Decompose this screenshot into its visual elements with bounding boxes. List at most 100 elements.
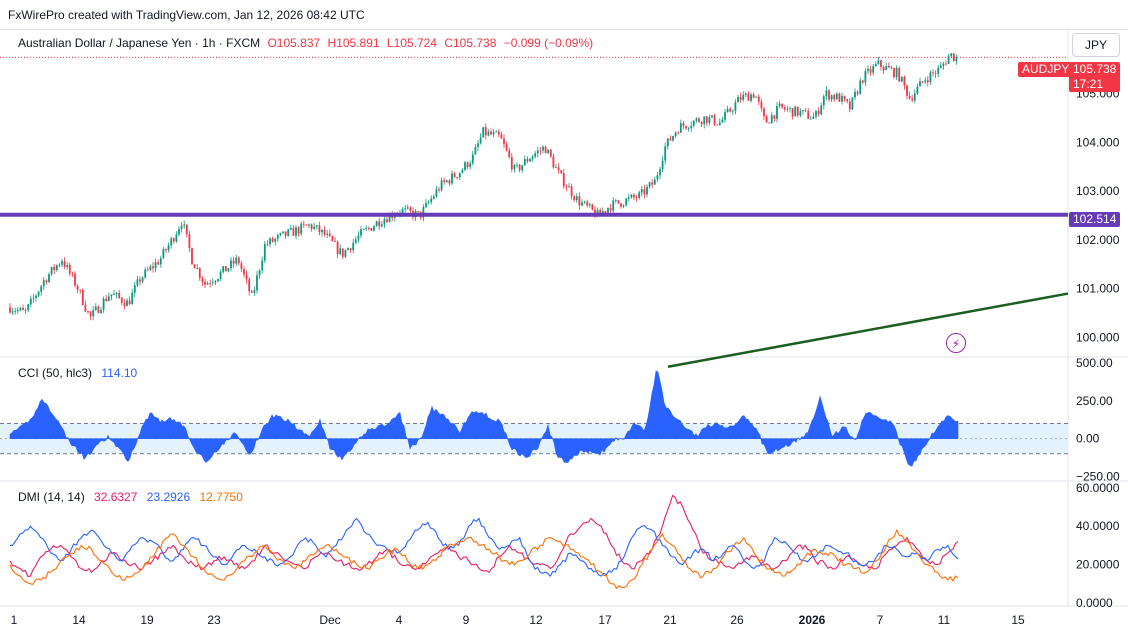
candle-body [61, 261, 63, 265]
candle-body [331, 236, 334, 242]
time-axis-tick: 15 [1011, 613, 1025, 627]
candle-body [635, 197, 638, 199]
candle-body [685, 126, 687, 129]
candle-body [178, 229, 180, 235]
candle-body [760, 101, 763, 109]
candle-body [789, 108, 791, 109]
candle-body [172, 238, 175, 242]
candle-body [227, 268, 230, 272]
grid: 1 14 19 23 Dec 4 9 12 17 21 26 2026 7 11 15 [0, 30, 1128, 627]
cci-value: 114.10 [101, 366, 138, 380]
time-axis-tick: 2026 [799, 613, 826, 627]
close-value: C105.738 [444, 36, 497, 50]
candle-body [955, 57, 958, 62]
candle-body [206, 283, 209, 285]
candle-body [908, 95, 911, 99]
candle-body [562, 173, 565, 187]
candle-body [698, 118, 700, 122]
adx-value: 12.7750 [199, 490, 243, 504]
top-divider [0, 29, 1128, 30]
candle-body [126, 300, 128, 307]
time-axis-tick: 12 [529, 613, 543, 627]
candle-body [113, 294, 115, 296]
candle-body [466, 162, 469, 168]
candle-body [872, 66, 875, 73]
candle-body [170, 238, 173, 246]
candle-body [510, 156, 513, 170]
candle-body [427, 202, 430, 203]
candle-body [812, 116, 815, 119]
candle-body [417, 210, 420, 212]
candle-body [521, 165, 524, 171]
candle-body [731, 110, 734, 112]
dmi-plus-line[interactable] [9, 494, 959, 577]
candle-body [118, 292, 121, 298]
candle-body [534, 153, 537, 157]
dmi-legend[interactable]: DMI (14, 14) 32.6327 23.2926 12.7750 [18, 490, 249, 504]
dmi-minus-line[interactable] [10, 517, 959, 578]
candle-body [53, 266, 56, 271]
time-axis-tick: 4 [396, 613, 403, 627]
candle-body [16, 309, 19, 312]
currency-button[interactable]: JPY [1072, 33, 1120, 57]
candle-body [895, 68, 898, 78]
trendline[interactable] [667, 292, 1069, 368]
candle-body [315, 225, 318, 227]
candle-body [107, 296, 110, 302]
candle-body [864, 71, 867, 83]
candle-body [373, 226, 375, 231]
candle-body [877, 60, 880, 65]
candle-body [591, 204, 594, 210]
candle-body [40, 286, 43, 292]
candle-body [500, 134, 503, 139]
adx-line[interactable] [9, 528, 959, 590]
candle-body [890, 67, 893, 69]
candle-body [274, 238, 277, 242]
dmi-minus-value: 23.2926 [146, 490, 191, 504]
candle-body [344, 250, 347, 257]
candle-body [581, 202, 583, 206]
candle-body [295, 227, 297, 236]
candle-body [245, 274, 248, 280]
cci-legend[interactable]: CCI (50, hlc3) 114.10 [18, 366, 143, 380]
candle-body [737, 96, 739, 103]
candle-body [900, 76, 903, 82]
dmi-pane[interactable]: 60.0000 40.0000 20.0000 0.0000 [9, 481, 1120, 610]
price-pane[interactable]: 105.000104.000103.000102.000101.000100.0… [0, 53, 1120, 368]
candle-body [830, 95, 833, 100]
time-axis-tick: 19 [140, 613, 154, 627]
candle-body [425, 202, 427, 208]
candle-body [279, 233, 282, 236]
lightning-icon[interactable]: ⚡ [946, 333, 966, 353]
dmi-plus-value: 32.6327 [94, 490, 138, 504]
candle-body [747, 93, 750, 101]
candle-body [859, 80, 862, 94]
time-axis-tick: 23 [207, 613, 221, 627]
candle-body [573, 196, 576, 201]
candle-body [825, 90, 828, 97]
candle-body [256, 275, 258, 291]
candle-body [58, 264, 61, 266]
candle-body [945, 63, 947, 65]
candle-body [802, 110, 804, 112]
candle-body [822, 96, 825, 106]
candle-body [289, 227, 292, 230]
candle-body [653, 179, 656, 185]
cci-pane[interactable]: 500.00 250.00 0.00 −250.00 [0, 356, 1120, 483]
candle-body [947, 56, 950, 64]
candle-body [292, 227, 295, 236]
candle-body [924, 80, 927, 82]
candle-body [347, 248, 349, 251]
candle-body [219, 271, 222, 279]
candle-body [404, 208, 407, 210]
time-axis-tick: 11 [938, 613, 951, 627]
candle-body [490, 131, 492, 135]
candle-body [648, 182, 651, 187]
symbol-legend[interactable]: Australian Dollar / Japanese Yen · 1h · … [18, 36, 597, 50]
candle-body [266, 244, 269, 245]
candle-body [201, 277, 204, 282]
candle-body [708, 117, 711, 123]
candle-body [828, 90, 830, 100]
candle-body [646, 186, 648, 195]
